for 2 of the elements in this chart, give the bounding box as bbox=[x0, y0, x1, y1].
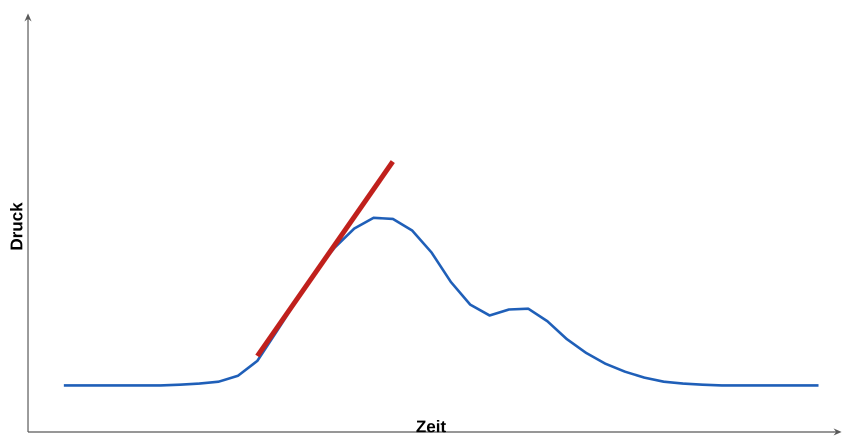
y-axis-title: Druck bbox=[10, 202, 22, 250]
x-axis-title: Zeit bbox=[416, 420, 446, 432]
